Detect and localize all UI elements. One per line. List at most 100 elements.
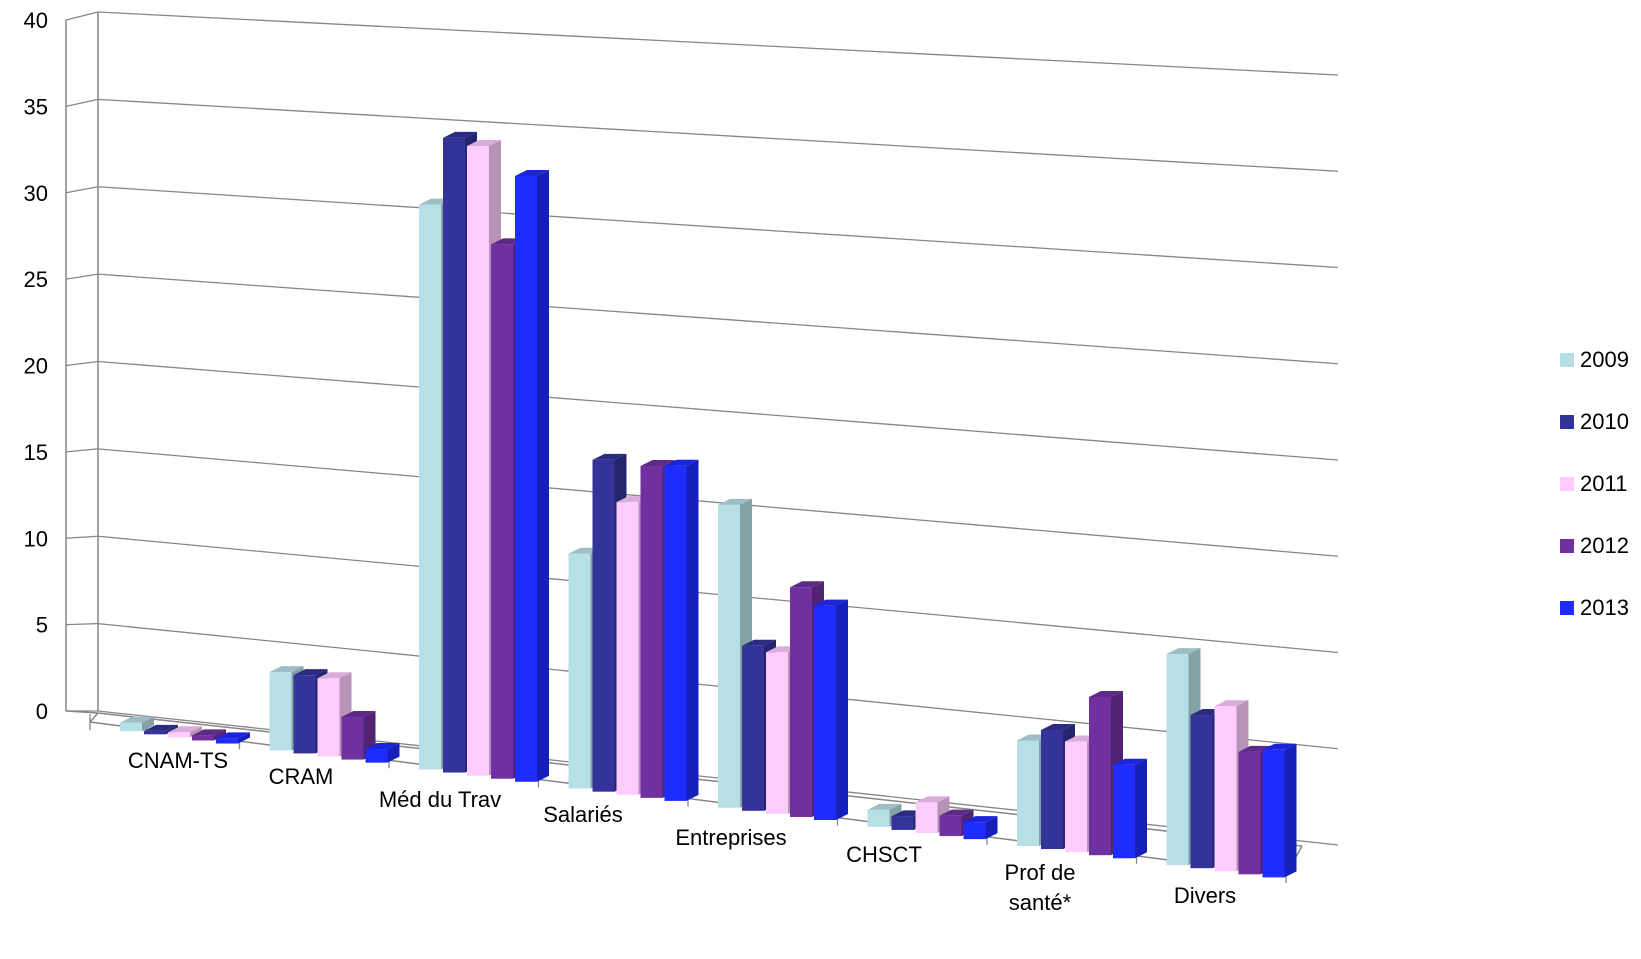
gridlines — [65, 11, 1339, 846]
bar-side — [1284, 743, 1297, 878]
category-labels: CNAM-TS CRAM Méd du Trav Salariés Entreprise… — [128, 748, 1236, 915]
bar-front — [915, 802, 938, 834]
y-tick-mark — [65, 186, 99, 194]
legend-item: 2009 — [1560, 347, 1640, 373]
bar-top — [814, 599, 848, 606]
bar-side — [1135, 758, 1147, 859]
bar-side — [214, 729, 226, 741]
bar-front — [718, 504, 740, 808]
y-tick-mark — [65, 273, 99, 280]
bar-top — [1113, 758, 1147, 765]
bar-top — [915, 796, 950, 803]
bar-front — [963, 822, 986, 840]
bar-top — [963, 816, 998, 823]
x-axis-corner — [89, 712, 99, 723]
category-label: CRAM — [269, 764, 334, 789]
bar-top — [293, 669, 328, 676]
bar-front — [419, 204, 441, 770]
bar-side — [238, 732, 250, 744]
bar-top — [269, 666, 304, 673]
bar-top — [1089, 690, 1123, 697]
bar — [814, 599, 848, 821]
bar-top — [443, 131, 477, 138]
bar-top — [939, 809, 974, 816]
bar-front — [616, 502, 639, 795]
bar — [664, 459, 699, 801]
bar-front — [515, 176, 537, 782]
legend-item: 2010 — [1560, 409, 1640, 435]
y-tick-mark — [65, 448, 99, 453]
category-label: CHSCT — [846, 842, 922, 867]
y-tick-label: 15 — [24, 440, 48, 465]
y-tick-label: 20 — [24, 354, 48, 379]
bar-side — [686, 459, 699, 801]
bar-front — [640, 466, 663, 798]
bar-front — [1262, 749, 1285, 878]
legend-item: 2011 — [1560, 471, 1640, 497]
bar-front — [341, 717, 364, 760]
legend-item: 2012 — [1560, 533, 1640, 559]
bar-front — [742, 645, 764, 811]
floor-left-edge — [65, 710, 99, 714]
bar-top — [640, 460, 675, 467]
bar-top — [718, 498, 752, 505]
gridline — [97, 448, 1339, 557]
bar-side — [836, 599, 848, 821]
bar-front — [814, 605, 836, 821]
y-tick-label: 5 — [36, 613, 48, 638]
bar-front — [168, 732, 190, 738]
bar-front — [592, 459, 615, 792]
y-tick-label: 30 — [24, 181, 48, 206]
bar-top — [1238, 745, 1273, 752]
bar-top — [515, 170, 549, 177]
bar-front — [1214, 706, 1237, 872]
bar-front — [939, 815, 962, 837]
bars — [120, 131, 1297, 878]
legend: 2009 2010 2011 2012 2013 — [1560, 347, 1640, 657]
bar-top — [1214, 700, 1249, 707]
bar-side — [142, 716, 154, 732]
bar-side — [190, 726, 202, 738]
category-label: Méd du Trav — [379, 787, 501, 812]
y-tick-labels: 0 5 10 15 20 25 30 35 40 — [24, 8, 48, 724]
gridline — [97, 186, 1339, 269]
bar-front — [1113, 764, 1135, 859]
bar-front — [1017, 740, 1039, 846]
bar-top — [867, 803, 902, 810]
bar-front — [1190, 715, 1213, 869]
bar-front — [568, 553, 591, 789]
bar-top — [144, 724, 178, 731]
bar-top — [1262, 743, 1297, 750]
bar-front — [365, 749, 388, 763]
bar-front — [144, 730, 166, 735]
bar-front — [1065, 741, 1087, 853]
bar-front — [192, 735, 214, 741]
bar-top — [341, 711, 376, 718]
bar — [192, 729, 226, 741]
gridline — [97, 360, 1339, 461]
y-tick-mark — [65, 360, 99, 367]
legend-swatch — [1560, 539, 1574, 553]
bar-front — [664, 465, 687, 801]
bar-side — [387, 743, 400, 763]
bar-top — [317, 672, 352, 679]
bar-front — [467, 146, 489, 776]
bar-front — [1041, 729, 1063, 850]
bar-side — [985, 816, 998, 840]
bar-front — [1089, 696, 1111, 856]
bar-front — [790, 587, 812, 817]
y-tick-mark — [65, 98, 99, 108]
bar-top — [120, 716, 154, 723]
bar-top — [467, 140, 501, 147]
bar-front — [443, 137, 465, 773]
bar-top — [1041, 723, 1075, 730]
bar-front — [766, 652, 788, 814]
bar — [216, 732, 250, 744]
bar — [1262, 743, 1297, 878]
bar-top — [1166, 648, 1201, 655]
y-tick-label: 10 — [24, 526, 48, 551]
legend-label: 2010 — [1580, 409, 1629, 434]
bar-front — [216, 738, 238, 744]
legend-swatch — [1560, 415, 1574, 429]
legend-label: 2013 — [1580, 595, 1629, 620]
